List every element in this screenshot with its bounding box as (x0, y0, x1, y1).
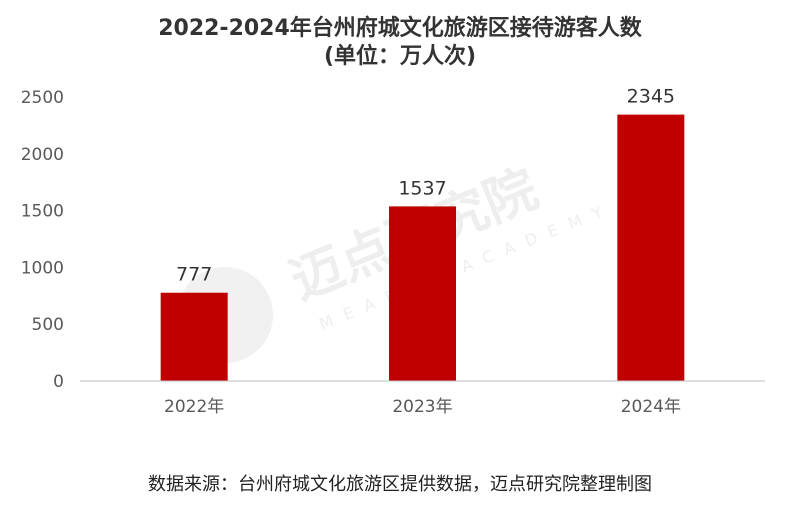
data-label: 1537 (398, 177, 446, 199)
y-tick-label: 2500 (21, 88, 64, 108)
bars (160, 114, 685, 381)
x-tick-label: 2023年 (392, 397, 452, 417)
bar (617, 114, 685, 381)
y-axis: 0 500 1000 1500 2000 2500 (21, 88, 64, 392)
x-tick-label: 2022年 (164, 397, 224, 417)
data-label: 777 (176, 264, 212, 286)
y-tick-label: 1000 (21, 258, 64, 278)
chart-subtitle: (单位：万人次) (323, 44, 477, 69)
bar (160, 292, 228, 381)
y-tick-label: 0 (53, 372, 64, 392)
y-tick-label: 1500 (21, 202, 64, 222)
y-tick-label: 500 (32, 315, 64, 335)
chart-title: 2022-2024年台州府城文化旅游区接待游客人数 (158, 16, 642, 41)
y-tick-label: 2000 (21, 145, 64, 165)
data-labels: 777 1537 2345 (176, 86, 675, 286)
x-tick-label: 2024年 (621, 397, 681, 417)
source-note: 数据来源：台州府城文化旅游区提供数据，迈点研究院整理制图 (148, 474, 652, 495)
data-label: 2345 (627, 86, 675, 108)
x-axis: 2022年 2023年 2024年 (164, 397, 681, 417)
bar (389, 206, 456, 381)
